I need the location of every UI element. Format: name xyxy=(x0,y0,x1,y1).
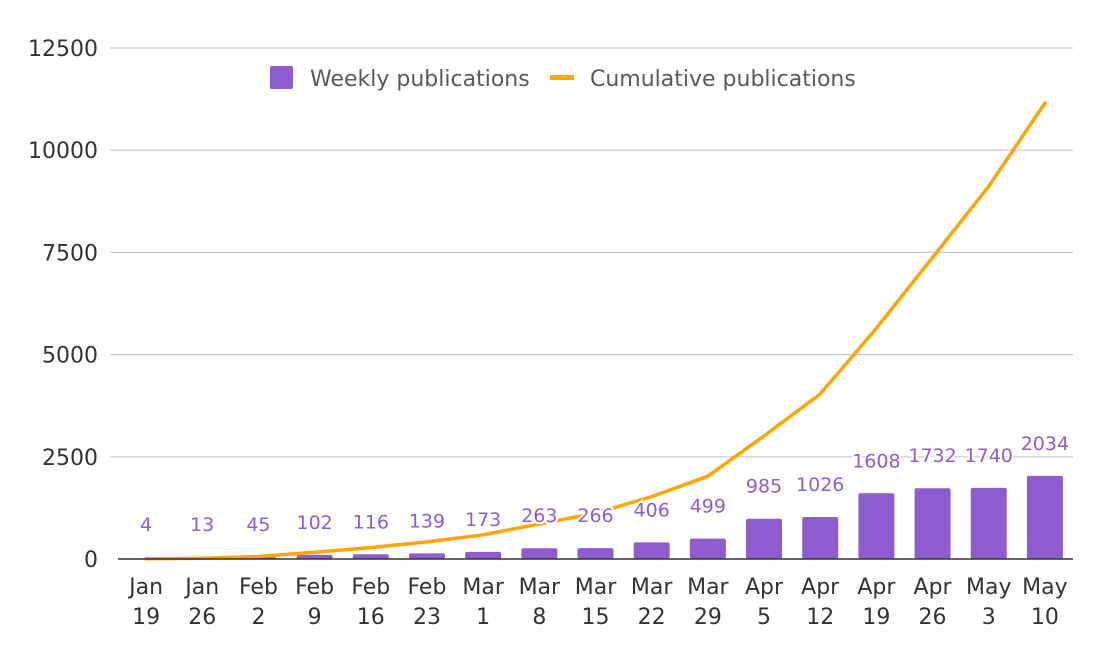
x-tick-label: May 10 xyxy=(1022,575,1067,630)
bar-weekly-9 xyxy=(633,542,670,559)
x-tick-label: Feb 16 xyxy=(351,575,390,630)
bar-weekly-7 xyxy=(521,548,558,559)
gridlines xyxy=(110,47,1073,458)
legend-swatch-weekly xyxy=(270,66,293,89)
data-label: 499 xyxy=(690,496,726,518)
data-label: 406 xyxy=(634,499,670,521)
y-tick-label: 2500 xyxy=(42,446,98,471)
data-label: 139 xyxy=(409,510,445,532)
bar-weekly-11 xyxy=(746,518,783,559)
x-tick-label: Mar 22 xyxy=(631,575,673,630)
bar-weekly-10 xyxy=(689,538,726,559)
bar-weekly-12 xyxy=(802,517,839,559)
x-tick-label: Mar 1 xyxy=(462,575,504,630)
data-label: 1732 xyxy=(908,445,956,467)
x-tick-label: May 3 xyxy=(966,575,1011,630)
bar-weekly-15 xyxy=(970,487,1007,559)
y-tick-label: 5000 xyxy=(42,344,98,369)
bar-weekly-8 xyxy=(577,548,614,559)
data-label: 13 xyxy=(190,514,214,536)
x-tick-label: Jan 19 xyxy=(127,575,163,630)
data-label: 2034 xyxy=(1021,433,1069,455)
cumulative-line xyxy=(144,101,1047,561)
x-tick-label: Mar 8 xyxy=(519,575,561,630)
x-tick-label: Mar 15 xyxy=(575,575,617,630)
data-label: 173 xyxy=(465,509,501,531)
y-axis: 0 2500 5000 7500 10000 12500 xyxy=(28,37,98,573)
bar-weekly-16 xyxy=(1026,475,1063,559)
data-label: 263 xyxy=(521,505,557,527)
data-label: 1608 xyxy=(852,450,900,472)
y-tick-label: 7500 xyxy=(42,241,98,266)
y-tick-label: 12500 xyxy=(28,37,98,62)
y-tick-label: 0 xyxy=(84,548,98,573)
cumulative-line-group xyxy=(144,101,1047,561)
x-tick-label: Apr 26 xyxy=(914,575,953,630)
data-label: 985 xyxy=(746,476,782,498)
legend-swatch-cumulative xyxy=(550,75,574,80)
bar-weekly-14 xyxy=(914,488,951,559)
x-tick-label: Feb 2 xyxy=(239,575,278,630)
data-label: 4 xyxy=(140,514,152,536)
legend: Weekly publications Cumulative publicati… xyxy=(270,66,856,92)
x-tick-label: Apr 19 xyxy=(857,575,896,630)
bar-weekly-3 xyxy=(296,554,333,559)
y-tick-label: 10000 xyxy=(28,139,98,164)
data-labels: 4 13 45 102 116 139 173 263 266 406 499 985 1026 1608… xyxy=(138,431,1071,538)
bar-weekly-6 xyxy=(465,551,502,559)
data-label: 1740 xyxy=(965,445,1013,467)
x-tick-label: Apr 5 xyxy=(745,575,784,630)
x-tick-label: Feb 23 xyxy=(407,575,446,630)
x-tick-label: Feb 9 xyxy=(295,575,334,630)
weekly-bars xyxy=(128,475,1063,559)
x-tick-label: Jan 26 xyxy=(183,575,219,630)
data-label: 1026 xyxy=(796,474,844,496)
bar-weekly-4 xyxy=(352,554,389,559)
data-label: 116 xyxy=(353,511,389,533)
legend-label-weekly: Weekly publications xyxy=(310,67,530,92)
x-axis: Jan 19 Jan 26 Feb 2 Feb 9 Feb 16 Feb 23 Mar 1 Mar 8 Mar 1… xyxy=(118,558,1073,630)
data-label: 266 xyxy=(577,505,613,527)
data-label: 102 xyxy=(296,512,332,534)
x-tick-label: Apr 12 xyxy=(801,575,840,630)
data-label: 45 xyxy=(246,514,270,536)
bar-weekly-13 xyxy=(858,493,895,559)
x-tick-label: Mar 29 xyxy=(687,575,729,630)
legend-label-cumulative: Cumulative publications xyxy=(590,67,856,92)
bar-weekly-5 xyxy=(408,553,445,559)
